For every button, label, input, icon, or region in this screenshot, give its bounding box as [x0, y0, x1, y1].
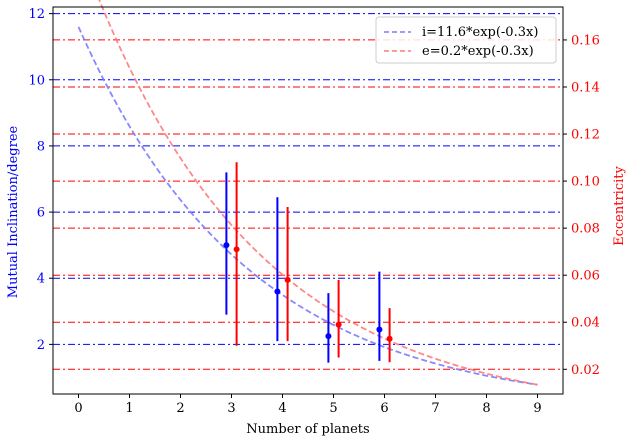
y-left-tick-label-4: 4: [37, 272, 45, 287]
eccentricity-point-1: [284, 276, 291, 283]
eccentricity-point-0: [233, 246, 240, 253]
x-tick-label-5: 5: [329, 401, 337, 416]
x-axis-label: Number of planets: [246, 422, 369, 437]
y-right-tick-label-0.1: 0.10: [571, 175, 600, 190]
y-right-tick-label-0.12: 0.12: [571, 128, 600, 143]
y-right-tick-label-0.08: 0.08: [571, 222, 600, 237]
x-tick-label-4: 4: [278, 401, 286, 416]
y-left-tick-label-12: 12: [28, 7, 45, 22]
inclination-point-2: [325, 333, 332, 340]
y-right-tick-label-0.14: 0.14: [571, 80, 600, 95]
y-left-tick-label-2: 2: [37, 338, 45, 353]
x-tick-label-2: 2: [176, 401, 184, 416]
inclination-point-0: [223, 242, 230, 249]
legend: i=11.6*exp(-0.3x) e=0.2*exp(-0.3x): [375, 16, 557, 64]
legend-label-e: e=0.2*exp(-0.3x): [422, 44, 534, 59]
fit-curve-i: [77, 26, 538, 386]
y-right-tick-label-0.02: 0.02: [571, 363, 600, 378]
y-axis-label-left: Mutual Inclination/degree: [6, 125, 21, 298]
y-left-tick-label-6: 6: [37, 206, 45, 221]
inclination-point-1: [274, 288, 281, 295]
y-right-tick-label-0.06: 0.06: [571, 269, 600, 284]
axes-frame: [52, 6, 564, 395]
y-left-tick-label-10: 10: [28, 73, 45, 88]
x-tick-label-1: 1: [125, 401, 133, 416]
legend-box: [375, 16, 557, 64]
x-tick-label-7: 7: [431, 401, 439, 416]
eccentricity-point-2: [335, 321, 342, 328]
x-tick-label-3: 3: [227, 401, 235, 416]
inclination-point-3: [376, 326, 383, 333]
y-right-tick-label-0.16: 0.16: [571, 33, 600, 48]
y-left-tick-label-8: 8: [37, 139, 45, 154]
y-axis-label-right: Eccentricity: [612, 165, 627, 245]
eccentricity-point-3: [386, 335, 393, 342]
legend-label-i: i=11.6*exp(-0.3x): [422, 25, 538, 40]
x-tick-label-0: 0: [74, 401, 82, 416]
y-right-tick-label-0.04: 0.04: [571, 316, 600, 331]
x-tick-label-9: 9: [533, 401, 541, 416]
x-tick-label-6: 6: [380, 401, 388, 416]
fit-curve-e: [98, 0, 538, 386]
x-tick-label-8: 8: [482, 401, 490, 416]
